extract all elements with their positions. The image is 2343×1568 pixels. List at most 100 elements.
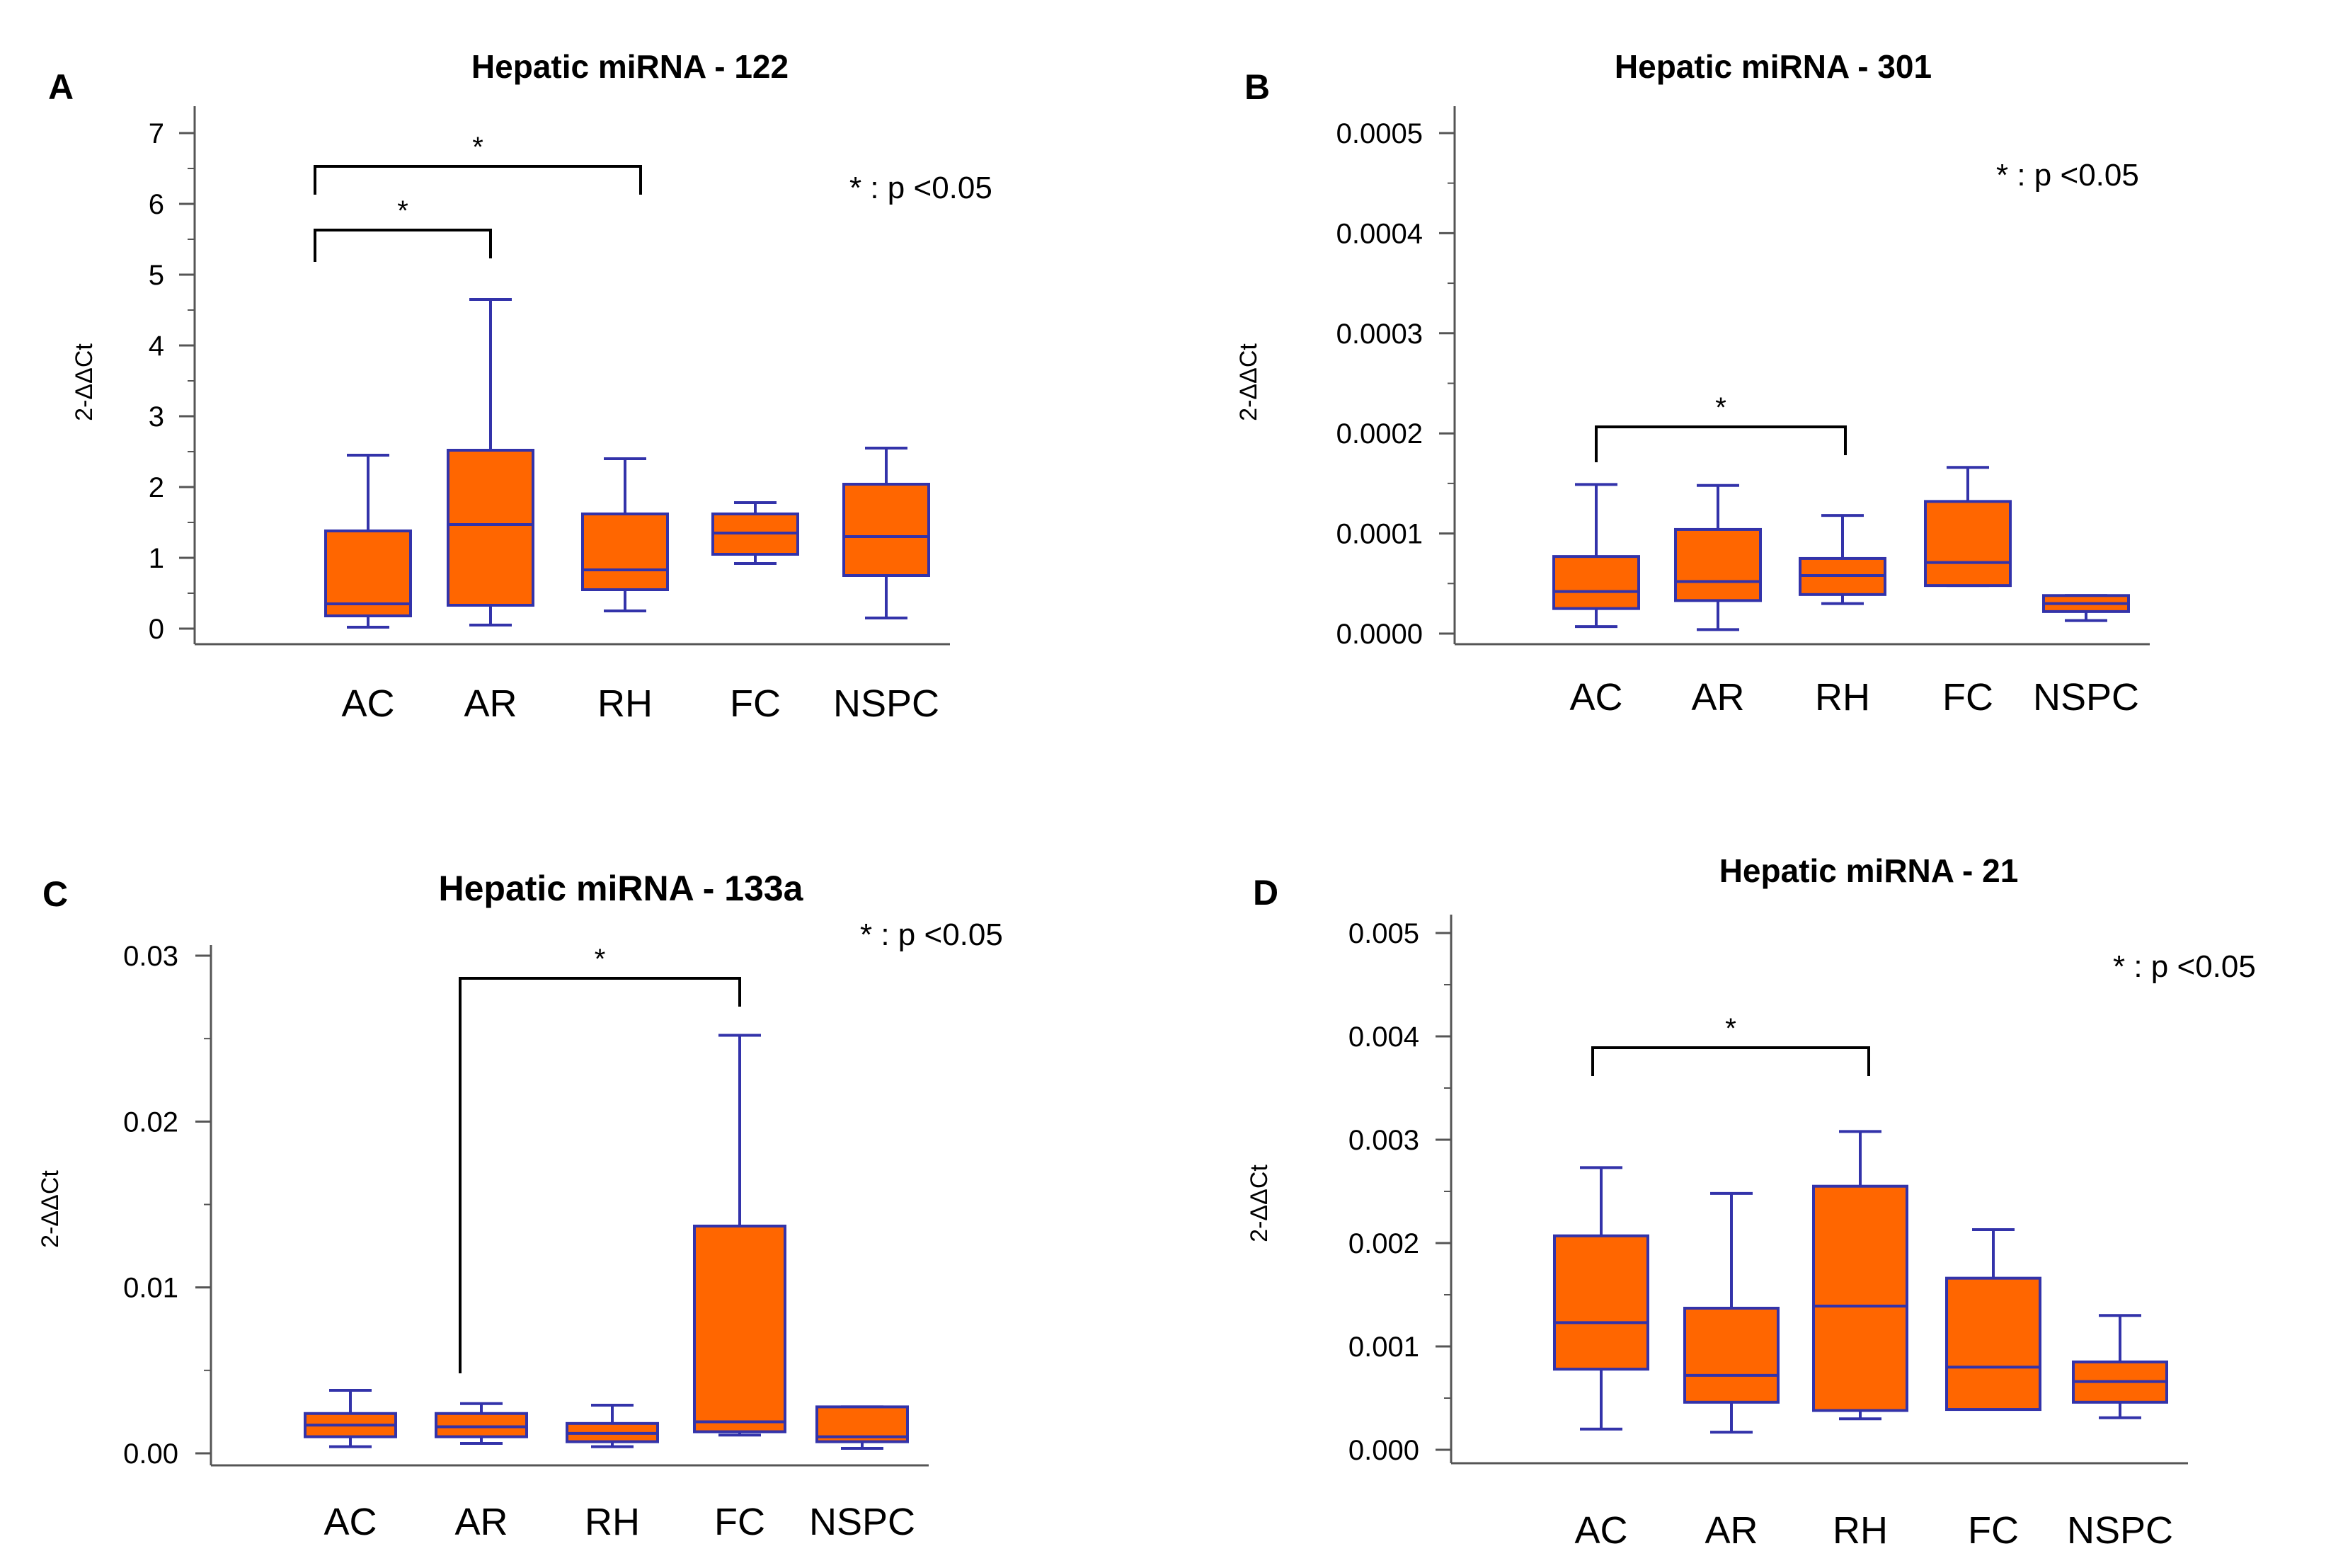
box-fc (711, 501, 799, 565)
y-tick-label: 2 (149, 472, 164, 503)
box-iqr (842, 483, 930, 577)
panel-letter: D (1253, 873, 1278, 912)
y-tick-label: 0.0004 (1336, 218, 1423, 249)
box-rh (1799, 514, 1886, 605)
box-rh (1812, 1130, 1908, 1421)
box-fc (693, 1034, 786, 1437)
y-tick-label: 0.0005 (1336, 118, 1423, 149)
x-category-label: FC (1942, 676, 1993, 719)
x-category-label: NSPC (2067, 1509, 2173, 1552)
x-category-label: RH (1833, 1509, 1888, 1552)
box-ac (304, 1388, 397, 1448)
y-tick-label: 0.002 (1348, 1228, 1419, 1259)
box-ac (1553, 1166, 1649, 1431)
box-ar (435, 1402, 528, 1445)
box-nspc (842, 447, 930, 619)
box-ac (324, 454, 412, 629)
significance-note: * : p <0.05 (1996, 158, 2139, 193)
chart-title: Hepatic miRNA - 133a (439, 869, 804, 908)
x-category-label: AC (323, 1501, 377, 1543)
significance-note: * : p <0.05 (849, 171, 992, 205)
panel-letter: A (48, 67, 74, 107)
significance-bracket: * (314, 195, 492, 262)
x-category-label: RH (585, 1501, 640, 1543)
x-category-label: AC (1569, 676, 1622, 719)
y-tick-label: 0.003 (1348, 1125, 1419, 1156)
significance-note: * : p <0.05 (860, 917, 1003, 952)
x-category-label: FC (730, 682, 781, 725)
bracket-line (459, 977, 741, 1373)
significance-bracket: * (459, 944, 741, 1373)
bracket-star: * (595, 944, 606, 975)
y-tick-label: 4 (149, 331, 164, 362)
y-tick-label: 7 (149, 118, 164, 149)
panel-b: B Hepatic miRNA - 301 2-ΔΔCt * : p <0.05 0.0… (1235, 48, 2150, 719)
x-category-label: AR (464, 682, 517, 725)
box-rh (581, 457, 669, 612)
x-category-label: AR (1705, 1509, 1758, 1552)
y-tick-label: 0.0000 (1336, 619, 1423, 650)
x-category-label: FC (714, 1501, 765, 1543)
x-category-label: AC (341, 682, 394, 725)
y-tick-label: 0.005 (1348, 918, 1419, 949)
y-tick-label: 0.0002 (1336, 418, 1423, 450)
bracket-line (1591, 1046, 1870, 1076)
x-category-label: RH (597, 682, 653, 725)
chart-title: Hepatic miRNA - 122 (471, 48, 789, 85)
y-axis-label: 2-ΔΔCt (1235, 343, 1262, 421)
box-iqr (1674, 527, 1762, 602)
y-tick-label: 0.00 (123, 1438, 178, 1470)
y-tick-label: 0.01 (123, 1273, 178, 1304)
box-iqr (324, 530, 412, 617)
chart-title: Hepatic miRNA - 301 (1615, 48, 1932, 85)
y-tick-label: 0.001 (1348, 1332, 1419, 1363)
box-fc (1945, 1228, 2041, 1412)
panel-a: A Hepatic miRNA - 122 2-ΔΔCt * : p <0.05 0 1 2… (48, 48, 992, 725)
y-axis-label: 2-ΔΔCt (1246, 1164, 1273, 1242)
y-tick-label: 0.004 (1348, 1022, 1419, 1053)
y-tick-label: 6 (149, 189, 164, 220)
chart-title: Hepatic miRNA - 21 (1719, 852, 2019, 889)
box-iqr (1924, 500, 2012, 588)
box-iqr (1683, 1306, 1780, 1404)
box-nspc (2042, 594, 2130, 622)
box-iqr (447, 449, 534, 607)
box-fc (1924, 466, 2012, 588)
x-category-label: NSPC (833, 682, 939, 725)
box-ar (1674, 483, 1762, 631)
bracket-star: * (472, 132, 483, 163)
y-tick-label: 0 (149, 614, 164, 645)
y-tick-label: 5 (149, 260, 164, 291)
x-category-label: NSPC (2033, 676, 2139, 719)
x-category-label: AR (454, 1501, 508, 1543)
box-iqr (435, 1412, 528, 1438)
y-tick-label: 0.0003 (1336, 319, 1423, 350)
significance-note: * : p <0.05 (2113, 949, 2256, 984)
bracket-line (314, 165, 642, 195)
significance-bracket: * (1595, 392, 1847, 462)
box-nspc (815, 1405, 909, 1450)
box-ar (447, 298, 534, 626)
box-iqr (693, 1224, 786, 1433)
x-category-label: NSPC (809, 1501, 915, 1543)
y-tick-label: 1 (149, 543, 164, 574)
significance-bracket: * (1591, 1013, 1870, 1076)
y-tick-label: 0.000 (1348, 1435, 1419, 1466)
box-iqr (1552, 555, 1640, 610)
bracket-star: * (397, 195, 408, 227)
y-tick-label: 0.02 (123, 1106, 178, 1138)
y-tick-label: 0.0001 (1336, 519, 1423, 550)
bracket-star: * (1725, 1013, 1736, 1044)
panel-letter: C (42, 874, 68, 914)
y-axis-label: 2-ΔΔCt (37, 1170, 64, 1248)
panel-c: C Hepatic miRNA - 133a 2-ΔΔCt * : p <0.05 0.… (37, 869, 1003, 1543)
box-ar (1683, 1191, 1780, 1434)
bracket-star: * (1715, 392, 1726, 423)
box-iqr (1945, 1276, 2041, 1412)
box-nspc (2072, 1314, 2168, 1419)
significance-bracket: * (314, 132, 642, 195)
x-category-label: AR (1691, 676, 1744, 719)
box-iqr (1553, 1234, 1649, 1371)
x-category-label: AC (1574, 1509, 1627, 1552)
